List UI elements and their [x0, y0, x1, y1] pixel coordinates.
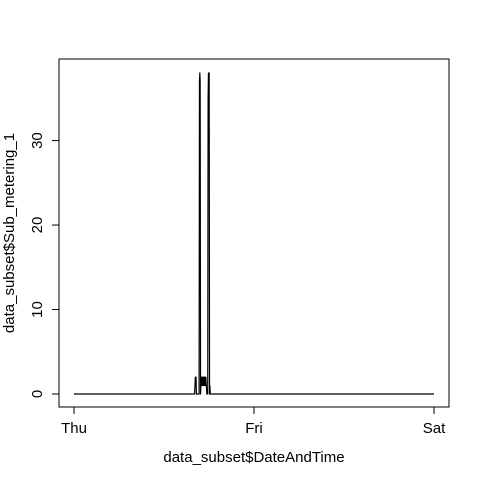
y-axis: 0 10 20 30 [29, 132, 60, 398]
y-axis-label: data_subset$Sub_metering_1 [1, 133, 18, 333]
y-tick-label: 30 [29, 132, 46, 149]
plot-frame [58, 58, 450, 408]
series-layer [74, 72, 434, 395]
x-tick-label: Thu [61, 420, 87, 437]
x-axis-label: data_subset$DateAndTime [163, 449, 344, 466]
y-tick-label: 0 [29, 390, 46, 398]
x-tick-label: Fri [245, 420, 263, 437]
x-axis: Thu Fri Sat [61, 406, 446, 437]
y-tick-label: 10 [29, 301, 46, 318]
y-tick-label: 20 [29, 217, 46, 234]
x-tick-label: Sat [423, 420, 446, 437]
series-line [74, 72, 434, 395]
